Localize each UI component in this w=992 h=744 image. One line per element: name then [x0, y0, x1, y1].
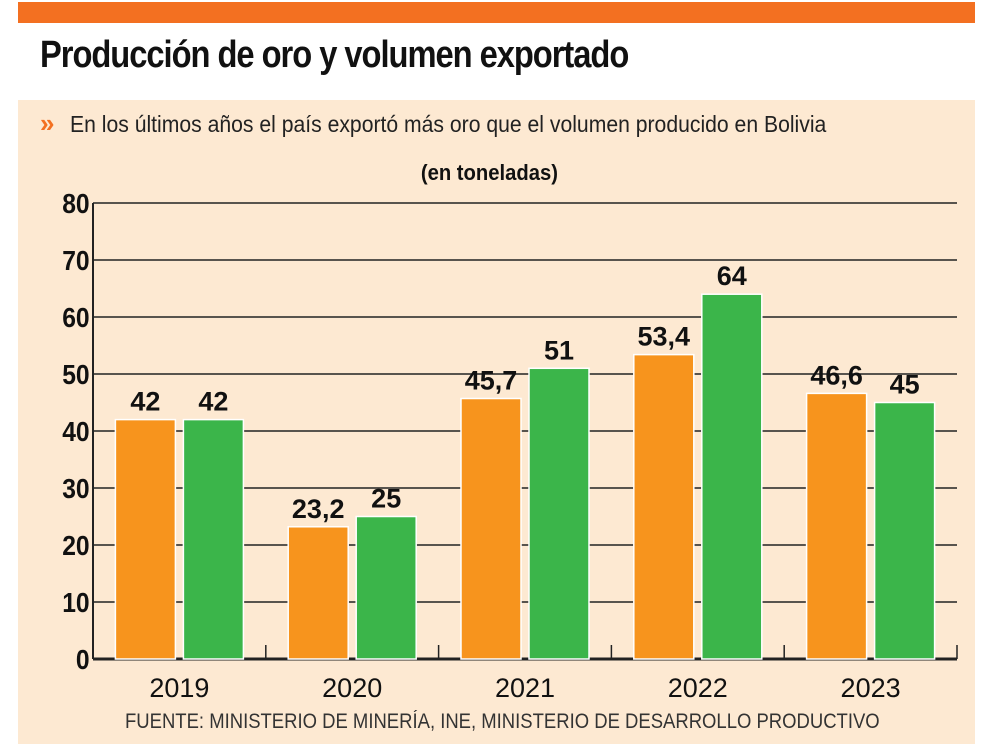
bar-2023-1	[805, 392, 868, 660]
chevron-right-icon: »	[40, 108, 55, 138]
y-tick-label: 70	[62, 245, 89, 277]
bar-2023-2	[873, 401, 936, 660]
x-tick-label: 2019	[149, 673, 209, 703]
data-label: 45	[890, 370, 920, 400]
bar-2019-1	[114, 418, 177, 660]
x-tick-label: 2020	[322, 673, 382, 703]
x-tick-label: 2021	[495, 673, 555, 703]
data-label: 53,4	[638, 322, 691, 352]
y-tick-label: 60	[62, 302, 89, 334]
x-tick-label: 2023	[841, 673, 901, 703]
y-tick-label: 40	[62, 416, 89, 448]
y-tick-label: 50	[62, 359, 89, 391]
top-accent-bar	[18, 2, 975, 23]
data-label: 42	[198, 387, 228, 417]
data-label: 46,6	[810, 360, 863, 390]
y-tick-label: 20	[62, 530, 89, 562]
bar-2021-1	[460, 397, 522, 660]
bar-2020-2	[355, 515, 417, 660]
x-tick-label: 2022	[668, 673, 728, 703]
y-tick-label: 10	[62, 587, 89, 619]
y-tick-label: 0	[76, 644, 90, 676]
y-tick-label: 80	[62, 188, 89, 220]
chart-subtitle: En los últimos años el país exportó más …	[70, 111, 827, 137]
data-label: 64	[717, 261, 747, 291]
y-tick-label: 30	[62, 473, 89, 505]
data-label: 42	[130, 387, 160, 417]
bar-2020-1	[287, 526, 349, 660]
bar-2019-2	[182, 418, 245, 660]
bar-2021-2	[528, 367, 590, 660]
data-label: 25	[371, 484, 401, 514]
source-note: FUENTE: MINISTERIO DE MINERÍA, INE, MINI…	[125, 710, 880, 733]
data-label: 51	[544, 335, 574, 365]
bar-2022-1	[633, 353, 695, 660]
bar-2022-2	[701, 293, 763, 660]
chart-title: Producción de oro y volumen exportado	[40, 34, 629, 76]
unit-label: (en toneladas)	[420, 160, 559, 185]
data-label: 23,2	[292, 494, 345, 524]
data-label: 45,7	[465, 366, 518, 396]
